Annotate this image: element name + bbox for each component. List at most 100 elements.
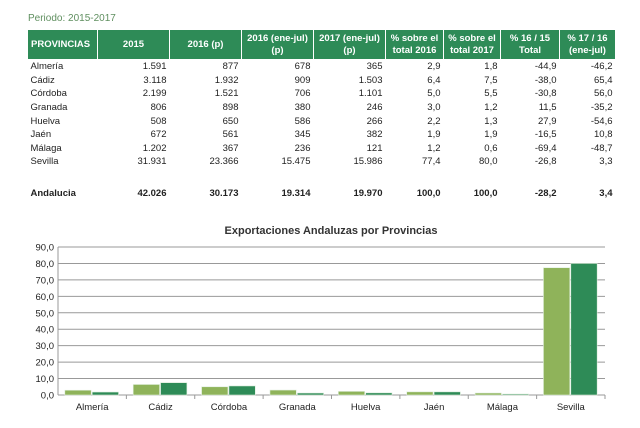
- table-cell: 672: [150, 129, 167, 141]
- table-cell: 27,9: [538, 115, 557, 127]
- table-cell: 1,9: [484, 129, 498, 141]
- x-tick-label: Sevilla: [557, 402, 586, 413]
- x-tick-label: Málaga: [487, 402, 519, 413]
- table-cell: 706: [294, 88, 311, 100]
- bar-2017: [228, 385, 256, 396]
- table-cell: 365: [366, 61, 383, 73]
- table-cell: Granada: [30, 102, 68, 114]
- table-cell: 1,2: [484, 102, 498, 114]
- y-tick-label: 10,0: [36, 374, 55, 385]
- column-header-text: % 16 / 15: [509, 32, 551, 44]
- table-cell: 121: [366, 142, 383, 154]
- table-cell: 3,4: [599, 188, 613, 200]
- column-header-text: Total: [519, 44, 541, 56]
- table-cell: 877: [222, 61, 239, 73]
- table-cell: 31.931: [137, 156, 167, 168]
- table-cell: -16,5: [534, 129, 557, 141]
- table-cell: -46,2: [590, 61, 613, 73]
- table-cell: 909: [294, 74, 311, 86]
- table-cell: 382: [366, 129, 383, 141]
- exports-table: PROVINCIAS 2015 2016 (p) 2016 (ene-jul) (p) 2…: [27, 29, 616, 200]
- table-cell: 0,6: [484, 142, 498, 154]
- bar-2016: [201, 386, 229, 396]
- table-cell: 1.101: [358, 88, 383, 100]
- bar-2017: [433, 391, 461, 396]
- bar-2016: [132, 384, 160, 396]
- table-cell: Córdoba: [30, 88, 67, 100]
- table-row: Sevilla 31.931 23.366 15.475 15.986 77,4 80,0 -…: [28, 155, 616, 169]
- table-cell: 1.932: [214, 74, 239, 86]
- table-cell: 5,5: [484, 88, 498, 100]
- table-cell: 1.202: [142, 142, 167, 154]
- table-cell: 898: [222, 102, 239, 114]
- column-header-text: 2015: [122, 38, 145, 50]
- table-cell: 678: [294, 61, 311, 73]
- table-cell: 367: [222, 142, 239, 154]
- table-cell: 3.118: [143, 74, 167, 86]
- table-cell: -28,2: [534, 188, 557, 200]
- table-cell: 2,2: [427, 115, 441, 127]
- bar-2016: [406, 391, 434, 396]
- column-header: % sobre el total 2016: [385, 29, 444, 60]
- table-cell: 23.366: [209, 156, 239, 168]
- table-cell: 380: [294, 102, 311, 114]
- column-header-text: % sobre el: [390, 32, 439, 44]
- bar-2016: [474, 392, 502, 396]
- x-tick-label: Cádiz: [148, 402, 173, 413]
- column-header-text: PROVINCIAS: [31, 38, 91, 50]
- table-cell: 345: [294, 129, 311, 141]
- table-cell: -44,9: [534, 61, 557, 73]
- table-cell: 10,8: [594, 129, 613, 141]
- table-cell: 236: [294, 142, 311, 154]
- total-row: Andalucia 42.026 30.173 19.314 19.970 100,0 10…: [28, 169, 616, 201]
- table-cell: -54,6: [590, 115, 613, 127]
- table-cell: -38,0: [534, 74, 557, 86]
- table-cell: 80,0: [479, 156, 498, 168]
- bar-2016: [64, 389, 92, 396]
- table-cell: 508: [150, 115, 167, 127]
- x-tick-label: Almería: [76, 402, 109, 413]
- bar-chart: Exportaciones Andaluzas por Provincias 0,…: [36, 225, 606, 413]
- table-cell: Andalucia: [30, 188, 76, 200]
- table-cell: Jaén: [30, 129, 52, 141]
- y-tick-label: 50,0: [36, 308, 55, 319]
- table-cell: -26,8: [534, 156, 557, 168]
- table-cell: 1.503: [358, 74, 383, 86]
- table-cell: 3,0: [427, 102, 441, 114]
- x-tick-label: Granada: [279, 402, 317, 413]
- bar-2017: [365, 392, 393, 396]
- table-cell: Málaga: [30, 142, 62, 154]
- table-cell: 1,8: [484, 61, 498, 73]
- table-cell: 1,2: [427, 142, 441, 154]
- table-cell: 77,4: [422, 156, 441, 168]
- x-tick-label: Jaén: [424, 402, 445, 413]
- table-row: Almería 1.591 877 678 365 2,9 1,8 -44,9 -46,2: [28, 60, 616, 74]
- table-cell: 246: [366, 102, 383, 114]
- table-cell: Almería: [30, 61, 64, 73]
- table-cell: 30.173: [209, 188, 239, 200]
- column-header-text: 2016 (ene-jul): [247, 32, 308, 44]
- table-cell: 42.026: [137, 188, 167, 200]
- table-cell: 650: [222, 115, 239, 127]
- bar-2017: [91, 391, 119, 396]
- bar-2017: [297, 392, 324, 396]
- table-cell: -69,4: [534, 142, 557, 154]
- column-header: 2015: [97, 29, 170, 60]
- table-cell: Sevilla: [30, 156, 59, 168]
- table-cell: 1.521: [214, 88, 239, 100]
- column-header-text: (p): [271, 44, 284, 56]
- table-cell: 806: [150, 102, 167, 114]
- table-row: Huelva 508 650 586 266 2,2 1,3 27,9 -54,6: [28, 114, 616, 128]
- column-header-text: total 2017: [450, 44, 494, 56]
- column-header-text: (p): [343, 44, 356, 56]
- table-cell: 100,0: [416, 188, 441, 200]
- bar-2016: [338, 391, 365, 396]
- table-cell: 19.970: [353, 188, 383, 200]
- table-cell: -35,2: [590, 102, 613, 114]
- bar-2016: [543, 267, 571, 396]
- column-header-text: (ene-jul): [569, 44, 606, 56]
- table-cell: 586: [294, 115, 311, 127]
- table-cell: 15.986: [353, 156, 383, 168]
- table-cell: Huelva: [30, 115, 61, 127]
- column-header: 2016 (p): [169, 29, 242, 60]
